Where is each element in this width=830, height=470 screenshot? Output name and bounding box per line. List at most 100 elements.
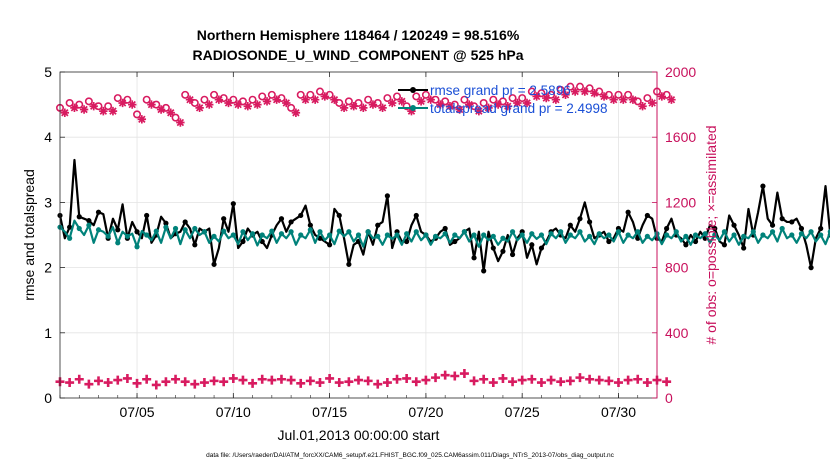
totalspread-point: [307, 227, 313, 233]
rmse-point: [240, 238, 246, 245]
rmse-point: [692, 238, 699, 245]
rmse-point: [779, 216, 785, 222]
obs-count-point: [315, 378, 325, 388]
totalspread-point: [731, 232, 737, 238]
rmse-point: [481, 268, 487, 274]
obs-count-point: [354, 375, 363, 385]
obs-count-point: [527, 374, 537, 384]
obs-assimilated-point: [416, 97, 426, 106]
obs-assimilated-point: [310, 95, 320, 104]
obs-count-point: [151, 380, 161, 390]
chart-title-line-2: RADIOSONDE_U_WIND_COMPONENT @ 525 hPa: [192, 47, 523, 63]
obs-assimilated-point: [262, 97, 272, 106]
totalspread-point: [201, 229, 208, 235]
obs-assimilated-point: [224, 98, 233, 108]
totalspread-point: [481, 232, 487, 238]
obs-count-point: [565, 376, 575, 386]
obs-count-point: [363, 376, 373, 386]
obs-count-point: [344, 377, 354, 387]
obs-possible-point: [190, 98, 199, 107]
obs-count-point: [536, 378, 546, 388]
rmse-point: [404, 238, 410, 245]
totalspread-point: [769, 229, 776, 235]
obs-assimilated-point: [205, 100, 214, 109]
obs-count-point: [65, 378, 75, 388]
totalspread-point: [211, 233, 217, 239]
rmse-point: [731, 222, 737, 228]
rmse-point: [298, 212, 304, 219]
obs-possible-point: [556, 85, 565, 94]
rmse-point: [769, 222, 776, 228]
obs-possible-point: [238, 97, 247, 106]
y-left-tick-label: 5: [44, 64, 52, 80]
obs-possible-point: [479, 98, 488, 107]
obs-assimilated-point: [195, 103, 204, 113]
totalspread-point: [827, 229, 830, 235]
totalspread-point: [818, 232, 824, 238]
rmse-point: [798, 225, 805, 232]
totalspread-point: [644, 233, 650, 239]
totalspread-point: [625, 232, 631, 238]
x-axis-label: Jul.01,2013 00:00:00 start: [278, 427, 440, 443]
obs-count-point: [132, 378, 142, 388]
totalspread-point: [683, 233, 689, 239]
obs-count-point: [575, 373, 585, 383]
obs-possible-point: [65, 98, 74, 107]
totalspread-point: [548, 231, 554, 237]
rmse-point: [500, 248, 506, 254]
y-left-tick-label: 2: [44, 260, 52, 276]
obs-assimilated-point: [407, 106, 416, 116]
totalspread-point: [500, 235, 506, 241]
obs-assimilated-point: [397, 97, 407, 106]
obs-possible-point: [258, 92, 267, 101]
obs-count-point: [122, 373, 132, 383]
rmse-point: [567, 222, 573, 228]
obs-possible-point: [402, 102, 411, 111]
obs-count-point: [373, 379, 383, 389]
obs-assimilated-point: [503, 102, 512, 111]
obs-assimilated-point: [301, 95, 310, 104]
obs-possible-point: [123, 95, 132, 104]
totalspread-point: [144, 232, 150, 238]
obs-possible-point: [421, 90, 430, 99]
obs-count-point: [382, 378, 392, 388]
obs-assimilated-point: [156, 105, 166, 114]
rmse-point: [808, 265, 814, 271]
obs-count-point: [411, 377, 421, 387]
obs-assimilated-point: [455, 105, 464, 114]
obs-count-point: [613, 378, 623, 388]
legend: rmse grand pr = 2.5896 totalspread grand…: [398, 83, 608, 116]
obs-count-point: [334, 378, 344, 388]
obs-count-point: [498, 373, 508, 383]
obs-count-point: [238, 375, 248, 385]
obs-assimilated-point: [60, 108, 70, 117]
obs-count-point: [94, 376, 104, 386]
obs-assimilated-point: [339, 103, 349, 113]
obs-count-point: [431, 373, 441, 383]
totalspread-point: [327, 232, 333, 238]
totalspread-point: [230, 232, 236, 238]
obs-assimilated-point: [484, 103, 493, 113]
totalspread-point: [240, 229, 246, 235]
totalspread-point: [635, 229, 641, 235]
y-right-tick-label: 0: [665, 390, 673, 406]
obs-assimilated-point: [445, 102, 455, 111]
totalspread-point: [558, 229, 564, 235]
obs-count-point: [267, 375, 277, 385]
obs-count-point: [508, 377, 518, 387]
rmse-point: [115, 227, 121, 233]
obs-assimilated-point: [561, 90, 570, 100]
obs-count-point: [286, 375, 296, 385]
obs-possible-point: [315, 87, 324, 96]
obs-assimilated-point: [619, 95, 628, 104]
y-left-tick-label: 0: [44, 390, 52, 406]
obs-assimilated-point: [542, 93, 551, 103]
y-left-tick-label: 3: [44, 194, 52, 210]
totalspread-point: [519, 232, 525, 238]
totalspread-point: [192, 225, 198, 232]
totalspread-point: [461, 229, 468, 235]
obs-count-point: [228, 373, 238, 383]
obs-count-point: [74, 374, 84, 384]
obs-possible-point: [585, 84, 594, 93]
totalspread-point: [153, 228, 159, 234]
